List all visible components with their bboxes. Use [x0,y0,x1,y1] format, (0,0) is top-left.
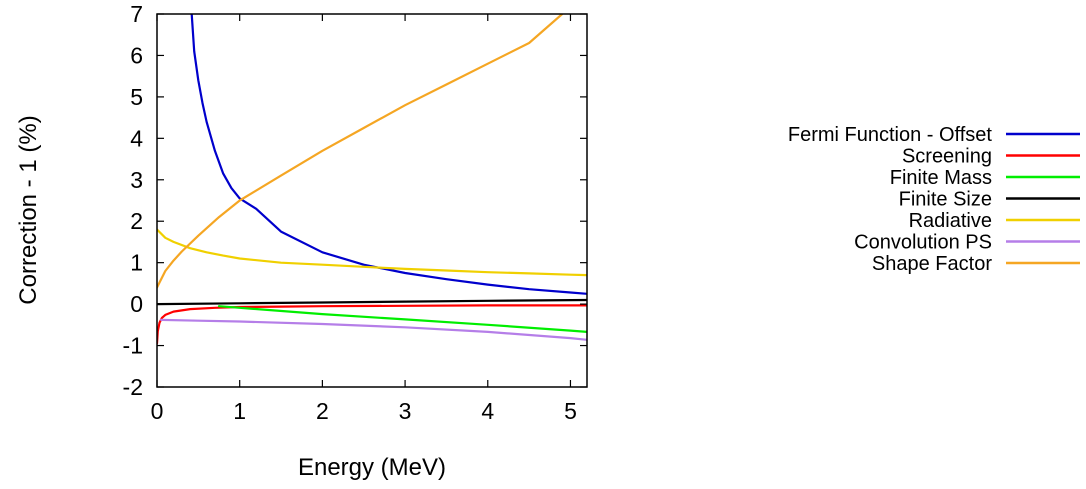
legend-item: Finite Mass [890,167,1080,189]
series-line-shape-factor [157,14,564,289]
y-tick-label: 6 [130,42,143,68]
y-tick-label: 7 [130,1,143,27]
series-line-screening [157,304,587,345]
y-axis-label: Correction - 1 (%) [15,115,42,304]
series-line-convolution-ps [160,318,587,341]
y-tick-label: 1 [130,250,143,276]
series-line-radiative [157,228,587,277]
legend-label: Shape Factor [872,253,992,275]
plot-frame [156,13,588,388]
plot-area: 0 1 2 3 4 5 -2 -1 0 1 2 3 4 5 6 7 [123,1,588,424]
y-tick-label: -1 [123,333,143,359]
x-axis-ticks: 0 1 2 3 4 5 [151,14,577,424]
legend-label: Finite Size [899,189,992,211]
series-line-finite-size [157,298,587,306]
y-axis-ticks: -2 -1 0 1 2 3 4 5 6 7 [123,1,587,400]
legend-item: Radiative [909,210,1080,232]
legend-item: Finite Size [899,189,1080,211]
x-tick-label: 2 [316,398,329,424]
x-tick-label: 3 [399,398,412,424]
series-lines [157,14,587,345]
legend-label: Radiative [909,210,992,232]
legend-label: Convolution PS [854,232,992,254]
y-tick-label: 5 [130,84,143,110]
y-tick-label: 3 [130,167,143,193]
y-tick-label: 4 [130,125,143,151]
x-tick-label: 4 [481,398,494,424]
x-axis-label: Energy (MeV) [298,454,446,481]
legend-item: Fermi Function - Offset [788,124,1080,146]
legend-item: Convolution PS [854,232,1080,254]
y-tick-label: -2 [123,374,143,400]
legend-label: Screening [902,146,992,168]
legend-item: Screening [902,146,1080,168]
x-tick-label: 0 [151,398,164,424]
x-tick-label: 1 [233,398,246,424]
series-line-finite-mass [217,305,587,333]
y-tick-label: 2 [130,208,143,234]
y-tick-label: 0 [130,291,143,317]
legend-label: Finite Mass [890,167,992,189]
series-line-fermi-function-offset [190,14,587,295]
legend-item: Shape Factor [872,253,1080,275]
legend-label: Fermi Function - Offset [788,124,993,146]
x-tick-label: 5 [564,398,577,424]
